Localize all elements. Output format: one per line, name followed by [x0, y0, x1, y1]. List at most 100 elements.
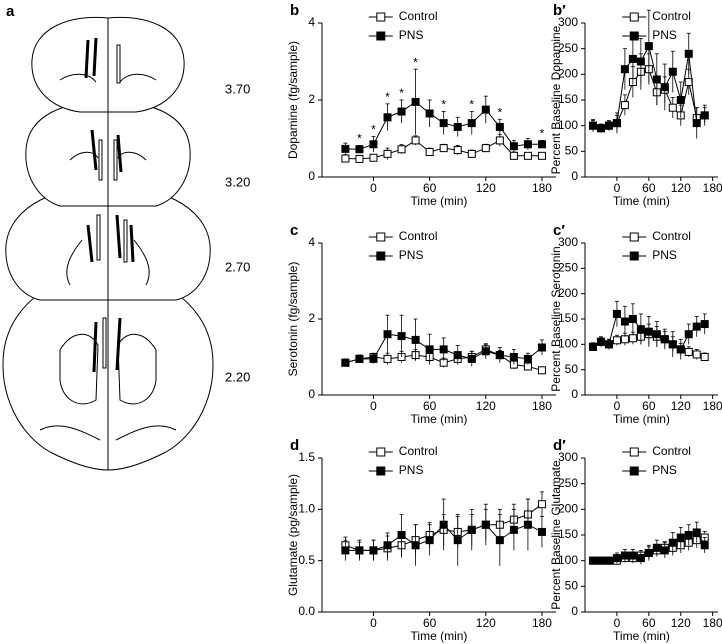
data-point: [596, 337, 605, 346]
data-point: [700, 320, 709, 329]
x-tick-label: 0: [370, 616, 377, 630]
y-tick-label: 0.0: [298, 604, 315, 618]
data-point: [620, 65, 629, 74]
legend-label: Control: [652, 229, 691, 243]
data-point: [588, 556, 597, 565]
data-point: [612, 119, 621, 128]
data-point: [644, 42, 653, 51]
x-tick-label: 60: [423, 399, 437, 413]
data-point: [644, 327, 653, 336]
data-point: [692, 322, 701, 331]
panel-label: c: [290, 222, 298, 239]
data-point: [660, 335, 669, 344]
y-tick-label: 0: [571, 169, 578, 183]
data-point: [692, 528, 701, 537]
data-point: [523, 140, 532, 149]
data-point: [588, 121, 597, 130]
y-tick-label: 250: [558, 261, 578, 275]
panel-label: d: [290, 437, 299, 454]
x-tick-label: 120: [476, 399, 496, 413]
data-point: [481, 520, 490, 529]
probe-tracks: [84, 37, 135, 373]
data-point: [628, 54, 637, 63]
data-point: [411, 97, 420, 106]
data-point: [612, 309, 621, 318]
legend-marker: [376, 31, 386, 41]
y-tick-label: 4: [308, 15, 315, 29]
x-axis-label: Time (min): [613, 194, 670, 208]
significance-star: *: [413, 55, 418, 69]
data-point: [668, 340, 677, 349]
data-point: [369, 354, 378, 363]
x-tick-label: 0: [370, 399, 377, 413]
legend-label: PNS: [652, 248, 677, 262]
data-point: [537, 151, 546, 160]
data-point: [481, 105, 490, 114]
data-point: [523, 354, 532, 363]
y-axis-label: Serotonin (fg/sample): [286, 262, 300, 377]
data-point: [383, 330, 392, 339]
x-tick-label: 120: [671, 616, 691, 630]
x-tick-label: 180: [703, 399, 722, 413]
data-point: [411, 136, 420, 145]
data-point: [467, 119, 476, 128]
legend-marker: [629, 251, 639, 261]
y-tick-label: 150: [558, 311, 578, 325]
y-tick-label: 4: [308, 235, 315, 249]
level-label: 2.70: [225, 259, 250, 274]
data-point: [652, 543, 661, 552]
data-point: [509, 151, 518, 160]
data-point: [369, 153, 378, 162]
data-point: [620, 317, 629, 326]
y-tick-label: 150: [558, 92, 578, 106]
level-label: 3.20: [225, 174, 250, 189]
data-point: [481, 144, 490, 153]
x-tick-label: 0: [614, 181, 621, 195]
data-point: [628, 334, 637, 343]
x-tick-label: 180: [703, 181, 722, 195]
y-tick-label: 200: [558, 502, 578, 516]
data-point: [612, 336, 621, 345]
data-point: [620, 551, 629, 560]
significance-star: *: [371, 123, 376, 137]
data-point: [523, 151, 532, 160]
data-point: [383, 149, 392, 158]
data-point: [341, 154, 350, 163]
data-point: [495, 351, 504, 360]
brain-detail: [39, 333, 177, 441]
y-axis-label: Percent Baseline Glutamate: [549, 460, 563, 610]
data-point: [453, 146, 462, 155]
data-point: [439, 345, 448, 354]
y-tick-label: 200: [558, 286, 578, 300]
data-point: [397, 145, 406, 154]
data-point: [495, 122, 504, 131]
x-tick-label: 60: [642, 399, 656, 413]
data-point: [355, 354, 364, 363]
x-axis-label: Time (min): [411, 194, 468, 208]
legend-marker: [629, 12, 639, 22]
data-point: [676, 533, 685, 542]
x-tick-label: 60: [423, 181, 437, 195]
data-point: [692, 350, 701, 359]
data-point: [684, 49, 693, 58]
data-point: [604, 556, 613, 565]
data-point: [383, 354, 392, 363]
x-axis-label: Time (min): [613, 412, 670, 426]
y-tick-label: 200: [558, 67, 578, 81]
data-point: [660, 83, 669, 92]
data-point: [537, 527, 546, 536]
y-tick-label: 50: [565, 579, 579, 593]
data-point: [644, 548, 653, 557]
data-point: [481, 347, 490, 356]
y-tick-label: 100: [558, 553, 578, 567]
panel-label: b: [290, 2, 299, 19]
data-point: [425, 536, 434, 545]
panel-label: c′: [553, 222, 565, 239]
legend-marker: [629, 31, 639, 41]
data-point: [537, 343, 546, 352]
significance-star: *: [399, 86, 404, 100]
data-point: [628, 315, 637, 323]
data-point: [355, 546, 364, 555]
data-point: [355, 145, 364, 154]
legend-marker: [376, 466, 386, 476]
